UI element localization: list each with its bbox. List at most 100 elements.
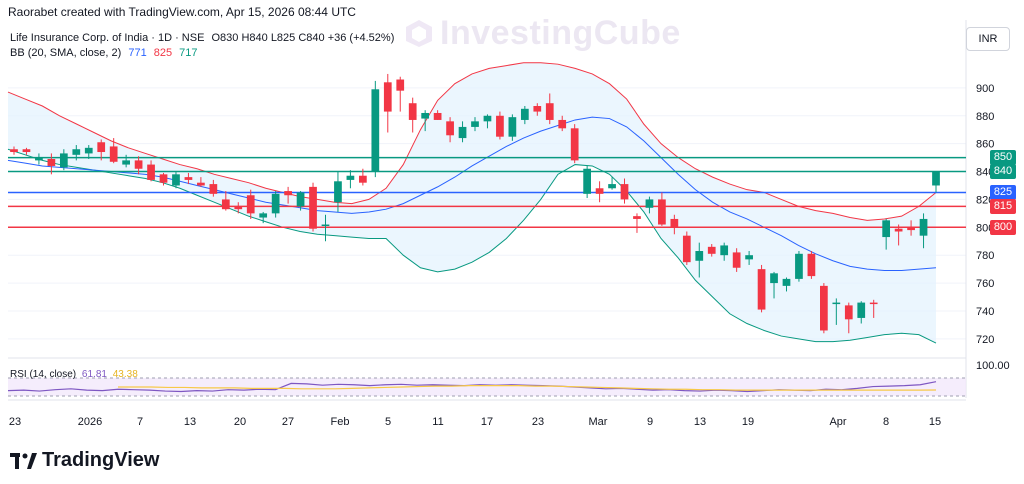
candle xyxy=(259,211,268,224)
watermark: InvestingCube xyxy=(440,14,681,52)
time-tick: 27 xyxy=(282,416,294,428)
candle xyxy=(645,196,654,214)
candle-body xyxy=(84,147,93,154)
candle-body xyxy=(533,106,542,112)
candle-body xyxy=(770,273,778,284)
candle xyxy=(359,168,367,186)
candle xyxy=(695,242,704,278)
candle-body xyxy=(807,253,816,277)
candle xyxy=(59,149,68,171)
candle xyxy=(471,117,479,132)
candle xyxy=(882,218,891,250)
candle xyxy=(907,220,915,236)
candle xyxy=(832,298,841,325)
price-tick: 780 xyxy=(976,250,994,262)
price-axis: 900 880 860 840 820 800 780 760 740 720 100.00 xyxy=(976,83,1010,372)
candle-body xyxy=(209,184,218,194)
candle xyxy=(184,172,193,185)
bb-mid-value: 771 xyxy=(128,47,147,59)
candle-body xyxy=(496,115,504,137)
rsi-label[interactable]: RSI (14, close) xyxy=(10,369,77,380)
candle-body xyxy=(433,112,442,120)
candle xyxy=(433,110,442,120)
candle xyxy=(421,110,430,132)
candle-body xyxy=(707,246,716,254)
candle xyxy=(346,170,355,189)
candle-body xyxy=(234,206,243,210)
price-label-840: 840 xyxy=(990,164,1016,180)
candle xyxy=(869,299,878,318)
candle xyxy=(682,231,691,265)
candle-body xyxy=(22,149,31,153)
candle-body xyxy=(732,252,741,268)
candle-body xyxy=(159,174,168,183)
candle-body xyxy=(271,193,280,214)
candle xyxy=(894,224,903,246)
price-tick: 900 xyxy=(976,83,994,95)
currency-button[interactable]: INR xyxy=(966,27,1010,51)
candle-body xyxy=(670,218,679,228)
price-label-850: 850 xyxy=(990,150,1016,166)
candle-body xyxy=(907,227,915,231)
candle-body xyxy=(184,177,193,180)
candle-body xyxy=(97,142,106,153)
candle-body xyxy=(35,157,43,161)
symbol-name[interactable]: Life Insurance Corp. of India · 1D · NSE xyxy=(10,32,205,44)
candle-body xyxy=(334,181,342,203)
time-tick: Apr xyxy=(829,416,846,428)
candle-body xyxy=(894,228,903,232)
bb-fill-area xyxy=(8,62,936,344)
candle-body xyxy=(932,171,940,186)
candle-body xyxy=(570,128,579,161)
candle-body xyxy=(857,302,866,318)
time-tick: 11 xyxy=(432,416,443,428)
candle-body xyxy=(421,112,430,119)
candle xyxy=(396,76,405,112)
time-tick: 8 xyxy=(883,416,889,428)
time-tick: Feb xyxy=(331,416,350,428)
bb-upper-line xyxy=(7,62,937,221)
candle xyxy=(720,242,729,261)
candle xyxy=(383,73,392,133)
candle xyxy=(72,145,81,161)
time-tick: 23 xyxy=(532,416,544,428)
candle xyxy=(22,147,31,155)
candle xyxy=(595,181,604,203)
candle-body xyxy=(508,117,517,137)
candle-body xyxy=(620,184,629,200)
candle xyxy=(172,171,180,189)
candle xyxy=(334,171,342,212)
candle-body xyxy=(134,160,143,169)
legend-symbol-row: Life Insurance Corp. of India · 1D · NSE… xyxy=(10,32,394,44)
candle-body xyxy=(296,192,305,207)
price-label-815: 815 xyxy=(990,198,1016,214)
time-tick: 19 xyxy=(742,416,754,428)
bb-label[interactable]: BB (20, SMA, close, 2) xyxy=(10,47,122,59)
ohlc-values: O830 H840 L825 C840 +36 (+4.52%) xyxy=(211,32,395,44)
candle xyxy=(707,244,716,257)
candle-body xyxy=(820,285,828,331)
candle-body xyxy=(832,302,841,305)
candle xyxy=(844,302,853,334)
candle-body xyxy=(520,108,529,120)
candle xyxy=(807,251,816,279)
candle-body xyxy=(682,235,691,263)
time-axis: 23 2026 7 13 20 27 Feb 5 11 17 23 Mar 9 13 19 Apr 8 15 xyxy=(9,416,941,428)
time-tick: 23 xyxy=(9,416,21,428)
candle-body xyxy=(10,149,18,153)
candle-body xyxy=(695,251,704,261)
candle-body xyxy=(919,218,928,236)
candle-body xyxy=(59,153,68,168)
price-label-800: 800 xyxy=(990,219,1016,235)
time-tick: 5 xyxy=(385,416,391,428)
candle-body xyxy=(321,224,330,227)
candle xyxy=(47,153,56,175)
price-tick: 820 xyxy=(976,194,994,206)
time-tick: 13 xyxy=(184,416,196,428)
candle xyxy=(159,172,168,186)
rsi-pane xyxy=(7,357,966,401)
candle xyxy=(284,186,292,204)
candle xyxy=(782,277,791,292)
candle-body xyxy=(259,213,268,218)
